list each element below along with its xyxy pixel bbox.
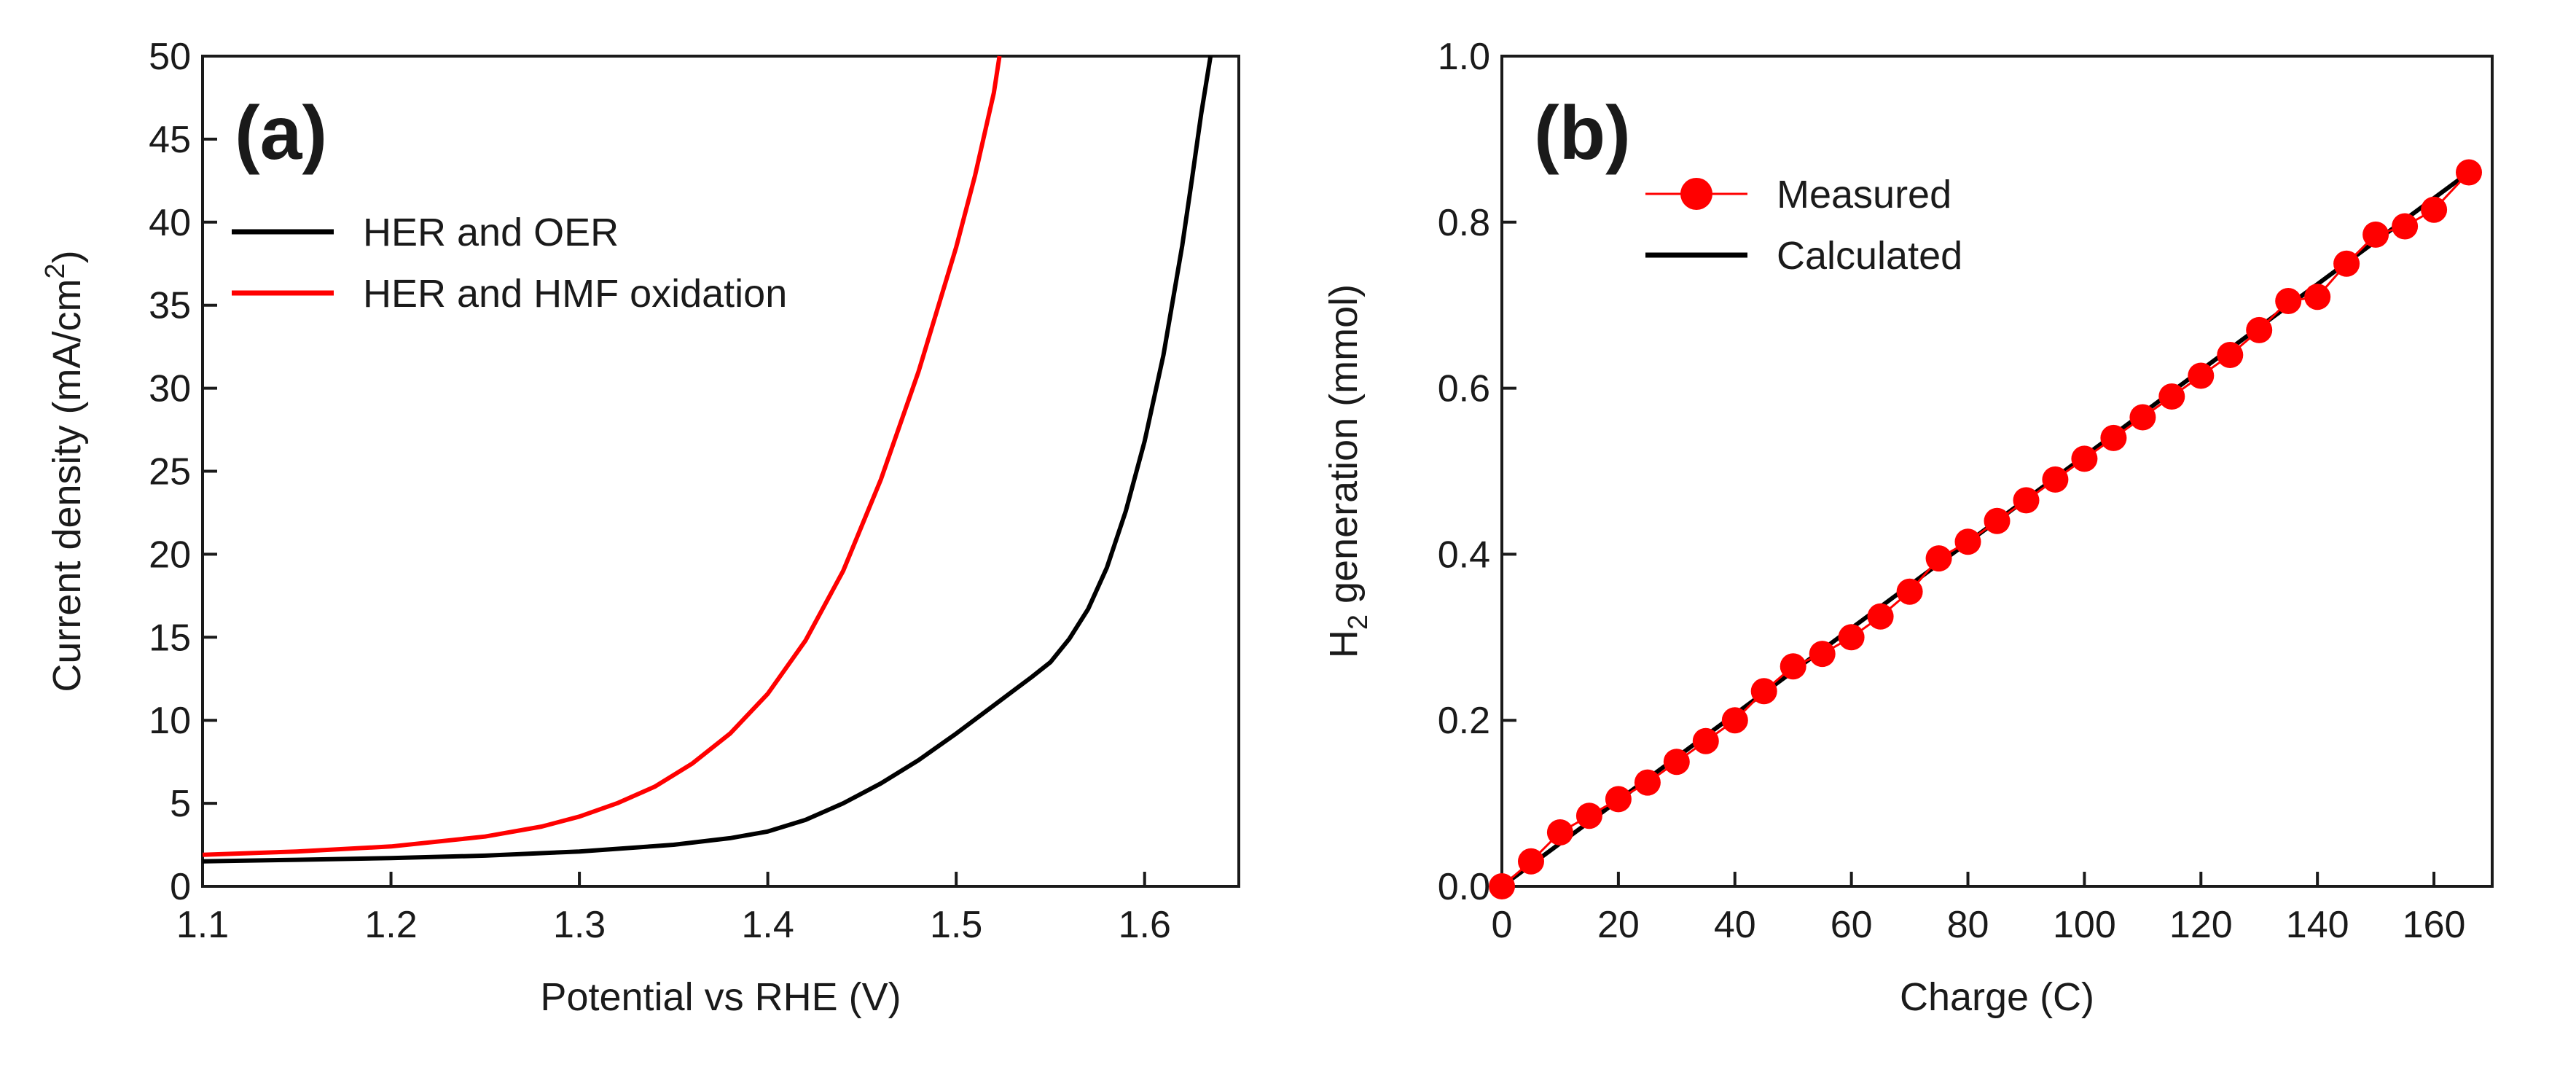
x-tick-label: 160: [2403, 904, 2466, 946]
data-point-measured: [2392, 213, 2419, 240]
series-line-measured: [1501, 171, 2470, 888]
panel-label: (a): [235, 91, 327, 176]
y-tick-label: 0.8: [1438, 202, 1490, 244]
data-point-measured: [1634, 769, 1661, 796]
x-tick-label: 1.6: [1119, 904, 1171, 946]
y-tick-label: 5: [170, 783, 191, 825]
data-point-measured: [1489, 873, 1515, 899]
x-tick-label: 40: [1714, 904, 1756, 946]
data-point-measured: [2362, 221, 2389, 248]
x-tick-label: 0: [1492, 904, 1513, 946]
data-point-measured: [2071, 445, 2098, 472]
y-axis-title-main: H: [1322, 630, 1366, 658]
data-point-measured: [1809, 641, 1836, 668]
x-tick-label: 20: [1597, 904, 1640, 946]
data-point-measured: [2158, 383, 2185, 410]
legend: HER and OER HER and HMF oxidation: [232, 211, 787, 316]
data-point-measured: [1692, 727, 1719, 754]
data-point-measured: [2304, 284, 2331, 311]
data-point-measured: [2275, 288, 2302, 314]
data-point-measured: [2333, 250, 2360, 277]
data-point-measured: [1954, 528, 1981, 555]
legend-label: HER and OER: [363, 211, 619, 254]
y-tick-label: 0.4: [1438, 534, 1490, 576]
y-tick-label: 10: [149, 700, 191, 742]
data-point-measured: [2013, 487, 2040, 514]
plot-frame: [1500, 55, 2494, 888]
y-tick-label: 40: [149, 202, 191, 244]
x-tick-label: 80: [1947, 904, 1989, 946]
data-point-measured: [1575, 802, 1602, 829]
data-point-measured: [2100, 424, 2127, 451]
y-axis-title-end: generation (mmol): [1322, 284, 1366, 614]
y-axis-title-sup: 2: [40, 263, 71, 278]
data-point-measured: [2042, 466, 2069, 493]
series-line-0: [202, 55, 1213, 864]
data-point-measured: [1925, 545, 1952, 572]
data-point-measured: [1780, 653, 1806, 680]
data-point-measured: [2456, 159, 2482, 186]
legend-label: HER and HMF oxidation: [363, 272, 787, 316]
panel-b: 0 20 40 60 80 100 120 140 160 0.0 0.2 0.4 0.6 0.8 1.0 C…: [1322, 36, 2494, 1019]
plot-area: [202, 55, 1213, 864]
x-axis-title: Potential vs RHE (V): [540, 975, 901, 1019]
data-point-measured: [1546, 819, 1573, 846]
y-tick-label: 45: [149, 119, 191, 161]
y-tick-label: 0.0: [1438, 866, 1490, 908]
y-tick-label: 1.0: [1438, 36, 1490, 78]
data-point-measured: [1867, 603, 1894, 630]
y-axis-title-sub: 2: [1343, 614, 1374, 630]
y-tick-label: 50: [149, 36, 191, 78]
data-point-measured: [1838, 624, 1865, 651]
x-tick-label: 1.4: [741, 904, 794, 946]
x-tick-label: 120: [2169, 904, 2233, 946]
legend-label: Calculated: [1777, 234, 1962, 278]
data-point-measured: [1663, 749, 1690, 776]
series-line-1: [202, 55, 1002, 857]
data-point-measured: [2129, 404, 2156, 431]
y-tick-label: 20: [149, 534, 191, 576]
data-point-measured: [1518, 848, 1544, 875]
data-point-measured: [2217, 342, 2244, 368]
y-tick-label: 15: [149, 617, 191, 659]
y-axis-title: H2 generation (mmol): [1322, 284, 1374, 658]
y-tick-label: 0: [170, 866, 191, 908]
x-tick-label: 1.1: [176, 904, 229, 946]
panel-a: 1.1 1.2 1.3 1.4 1.5 1.6 0 5 10 15 20 25 30 35 40 45 50 Po…: [40, 36, 1240, 1019]
x-axis-title: Charge (C): [1900, 975, 2094, 1019]
data-point-measured: [1750, 678, 1777, 705]
y-tick-label: 25: [149, 451, 191, 493]
x-tick-label: 1.3: [553, 904, 606, 946]
y-tick-label: 35: [149, 285, 191, 327]
y-tick-label: 30: [149, 368, 191, 410]
data-point-measured: [1896, 578, 1923, 605]
data-point-measured: [2188, 362, 2215, 389]
legend-marker: [1680, 178, 1712, 210]
panel-label: (b): [1534, 91, 1631, 176]
y-tick-label: 0.2: [1438, 700, 1490, 742]
legend: Measured Calculated: [1645, 173, 1962, 278]
plot-frame: [201, 55, 1240, 888]
y-axis-title-end: ): [45, 250, 89, 263]
data-point-measured: [1984, 507, 2011, 534]
x-tick-label: 140: [2286, 904, 2349, 946]
x-tick-label: 60: [1831, 904, 1873, 946]
y-axis-title-main: Current density (mA/cm: [45, 278, 89, 692]
legend-label: Measured: [1777, 173, 1951, 216]
x-tick-label: 100: [2053, 904, 2116, 946]
data-point-measured: [2421, 196, 2448, 223]
data-point-measured: [2246, 316, 2273, 343]
data-point-measured: [1721, 707, 1748, 734]
y-axis-title: Current density (mA/cm2): [40, 250, 89, 692]
plot-area: [1489, 159, 2482, 899]
data-point-measured: [1605, 786, 1632, 813]
x-tick-label: 1.5: [930, 904, 982, 946]
x-tick-label: 1.2: [364, 904, 417, 946]
y-tick-label: 0.6: [1438, 368, 1490, 410]
